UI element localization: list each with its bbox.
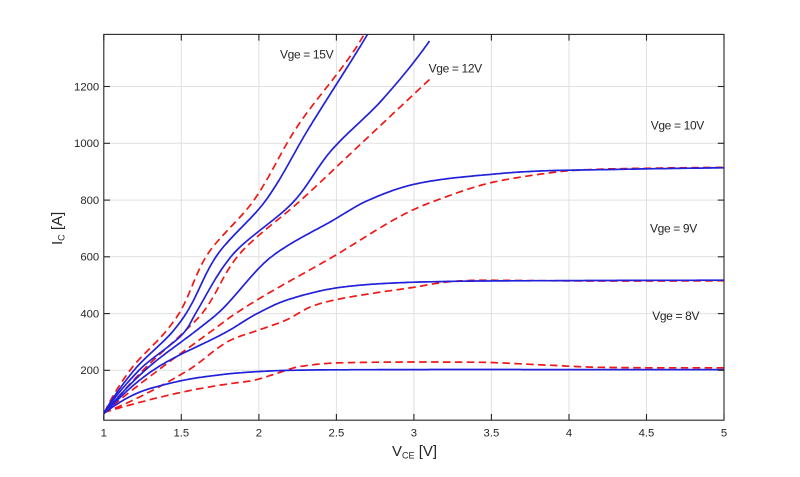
svg-text:Vge = 12V: Vge = 12V (429, 61, 483, 75)
svg-text:5: 5 (721, 428, 727, 440)
svg-text:4: 4 (566, 428, 572, 440)
svg-text:Vge = 10V: Vge = 10V (651, 119, 705, 133)
svg-text:Vge = 15V: Vge = 15V (280, 48, 334, 62)
svg-text:1: 1 (101, 428, 107, 440)
svg-text:VCE [V]: VCE [V] (392, 443, 437, 461)
svg-text:200: 200 (80, 365, 99, 377)
svg-text:3: 3 (411, 428, 417, 440)
svg-text:4.5: 4.5 (639, 428, 655, 440)
svg-text:800: 800 (80, 195, 99, 207)
svg-text:400: 400 (80, 309, 99, 321)
svg-text:600: 600 (80, 252, 99, 264)
svg-text:1200: 1200 (74, 81, 99, 93)
svg-text:3.5: 3.5 (484, 428, 500, 440)
svg-text:2.5: 2.5 (329, 428, 345, 440)
svg-text:Vge = 9V: Vge = 9V (650, 222, 697, 236)
svg-text:1000: 1000 (74, 138, 99, 150)
svg-text:2: 2 (256, 428, 262, 440)
svg-text:1.5: 1.5 (173, 428, 189, 440)
svg-text:Vge = 8V: Vge = 8V (652, 309, 699, 323)
